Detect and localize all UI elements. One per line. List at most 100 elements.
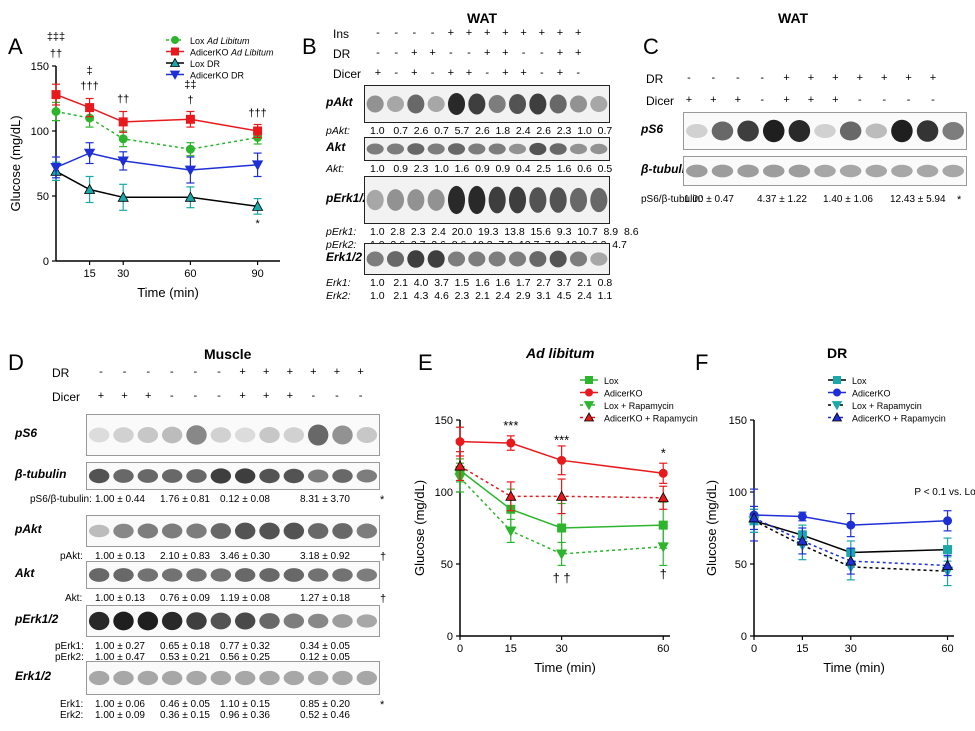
band xyxy=(942,164,964,178)
sign: + xyxy=(262,390,270,402)
blot-image xyxy=(86,605,380,637)
band xyxy=(366,95,384,113)
chart-a: 0 50 100 150 15 30 60 90 Time (min) Glucose (mg/d… xyxy=(8,31,280,300)
sign: - xyxy=(430,27,435,39)
band xyxy=(137,568,159,582)
sign: - xyxy=(394,27,399,39)
band xyxy=(839,164,862,178)
quant-label: pErk2: xyxy=(326,239,357,251)
y-tick-label: 50 xyxy=(735,559,747,571)
sign: + xyxy=(710,94,717,106)
legend-marker xyxy=(833,376,841,384)
data-point xyxy=(185,114,195,124)
significance-mark: † xyxy=(380,551,387,563)
quant-value: 1.00 ± 0.13 xyxy=(95,551,145,562)
band xyxy=(259,468,280,484)
blot-image xyxy=(86,414,380,456)
band xyxy=(113,568,134,582)
data-point xyxy=(506,438,516,448)
data-point xyxy=(505,526,517,537)
band xyxy=(488,143,506,155)
band xyxy=(686,164,708,178)
band xyxy=(137,670,159,686)
band xyxy=(259,568,280,582)
band xyxy=(865,164,888,178)
series-3 xyxy=(748,505,954,577)
band xyxy=(307,613,329,629)
blot-image xyxy=(364,137,610,161)
band xyxy=(447,92,466,116)
series-1 xyxy=(51,83,263,139)
band xyxy=(356,523,378,539)
sign: - xyxy=(760,94,765,106)
band xyxy=(137,611,159,631)
blot-bands xyxy=(366,250,608,268)
legend-label: AdicerKO xyxy=(604,389,643,399)
band xyxy=(161,426,183,444)
data-point xyxy=(184,191,197,202)
sign: + xyxy=(411,47,418,59)
sign: + xyxy=(538,27,546,39)
band xyxy=(891,119,913,143)
sign: + xyxy=(465,67,473,79)
blot-bands xyxy=(88,670,378,686)
quant-value: 3.18 ± 0.92 xyxy=(300,551,350,562)
band xyxy=(468,185,486,215)
blot-image xyxy=(683,112,967,150)
sign: - xyxy=(539,67,544,79)
sign: + xyxy=(502,67,509,79)
panel-letter-d: D xyxy=(8,350,24,375)
band xyxy=(186,670,207,686)
band xyxy=(366,189,384,211)
data-point xyxy=(85,103,95,113)
data-point xyxy=(51,107,61,116)
sign: + xyxy=(520,27,527,39)
band xyxy=(569,143,588,155)
quant-value: 0.12 ± 0.05 xyxy=(300,652,350,663)
legend-label: Lox + Rapamycin xyxy=(852,401,922,411)
band xyxy=(569,95,588,113)
data-point xyxy=(185,144,195,154)
data-point xyxy=(657,542,669,553)
legend-label: Lox Ad Libitum xyxy=(190,36,250,46)
data-point xyxy=(51,90,61,100)
legend: Lox AdicerKO Lox + Rapamycin AdicerKO + Rap… xyxy=(580,376,698,424)
sign: + xyxy=(520,67,527,79)
annotation: ‡ xyxy=(87,65,93,77)
y-tick-label: 50 xyxy=(37,191,49,203)
data-point xyxy=(555,490,568,501)
band xyxy=(307,568,329,582)
blot-image xyxy=(364,243,610,275)
sign: + xyxy=(556,67,564,79)
sign: + xyxy=(310,366,317,378)
sign: - xyxy=(122,366,127,378)
blot-label: pAkt xyxy=(326,95,353,109)
data-point xyxy=(846,520,856,530)
band xyxy=(427,250,445,268)
band xyxy=(88,524,110,538)
y-tick-label: 0 xyxy=(741,631,747,643)
data-point xyxy=(184,165,197,176)
data-point xyxy=(797,511,807,521)
band xyxy=(307,424,329,446)
sign: + xyxy=(807,94,815,106)
legend-label: Lox xyxy=(852,376,867,386)
band xyxy=(427,143,445,155)
band xyxy=(366,251,384,267)
blot-label: pErk1/2 xyxy=(326,191,370,205)
band xyxy=(814,164,836,178)
band xyxy=(210,468,232,484)
blot-label: Erk1/2 xyxy=(15,669,52,683)
band xyxy=(259,670,280,686)
quant-label: pErk1: xyxy=(55,641,84,652)
legend-label: AdicerKO + Rapamycin xyxy=(604,414,698,424)
band xyxy=(529,187,547,213)
band xyxy=(356,670,378,686)
sign: + xyxy=(807,72,815,84)
sign: + xyxy=(374,67,382,79)
band xyxy=(686,124,708,138)
annotation: ††† xyxy=(80,80,98,92)
quant-value: 0.53 ± 0.21 xyxy=(160,652,210,663)
y-tick-label: 50 xyxy=(441,559,453,571)
